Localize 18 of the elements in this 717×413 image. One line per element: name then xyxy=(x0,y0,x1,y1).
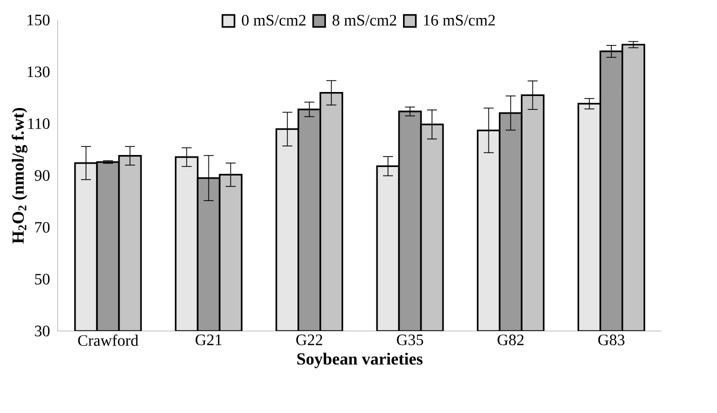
x-tick-label: Crawford xyxy=(78,334,138,346)
x-tick-label: G22 xyxy=(296,334,322,346)
y-tick-label: 150 xyxy=(28,14,50,26)
x-tick-label: G82 xyxy=(498,334,524,346)
y-tick-label: 30 xyxy=(34,326,50,336)
x-tick-label: G83 xyxy=(598,334,624,346)
y-tick-label: 90 xyxy=(34,170,50,181)
x-tick-label: G35 xyxy=(396,334,424,346)
x-axis-title: Soybean varieties xyxy=(297,352,423,368)
legend-label: 16 mS/cm2 xyxy=(424,14,495,26)
legend-label: 0 mS/cm2 xyxy=(242,14,306,26)
y-tick-label: 110 xyxy=(28,118,50,130)
legend-label: 8 mS/cm2 xyxy=(332,14,396,26)
y-axis-title: H$_{2}$O$_{2}$ (nmol/g f.wt) xyxy=(12,108,28,244)
x-tick-label: G21 xyxy=(196,334,222,346)
y-tick-label: 130 xyxy=(28,66,50,78)
y-tick-label: 70 xyxy=(35,222,50,233)
y-tick-label: 50 xyxy=(35,274,50,285)
